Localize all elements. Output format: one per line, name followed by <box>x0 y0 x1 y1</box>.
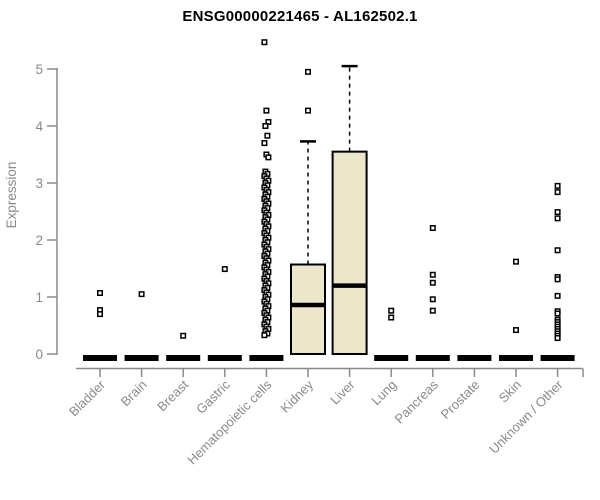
x-tick-label: Prostate <box>438 377 483 422</box>
outlier-point <box>221 266 228 273</box>
collapsed-box <box>124 355 159 361</box>
collapsed-box <box>374 355 409 361</box>
chart-title: ENSG00000221465 - AL162502.1 <box>182 8 418 25</box>
outlier-point <box>554 335 561 342</box>
x-tick-label: Liver <box>327 377 358 408</box>
outlier-point <box>262 123 269 129</box>
outlier-point <box>554 292 561 299</box>
outlier-point <box>263 107 270 114</box>
outlier-point <box>97 311 103 318</box>
outlier-point <box>180 332 187 339</box>
collapsed-box <box>540 355 575 361</box>
outlier-point <box>513 258 519 265</box>
outlier-point <box>554 276 561 283</box>
x-tick-label: Brain <box>118 377 150 409</box>
x-tick-label: Skin <box>496 377 524 405</box>
outlier-point <box>305 107 311 114</box>
y-tick-label: 0 <box>35 347 43 362</box>
x-tick-label: Pancreas <box>391 377 441 427</box>
collapsed-box <box>83 355 117 361</box>
collapsed-box <box>207 355 242 361</box>
outlier-point <box>138 291 145 298</box>
x-tick-label: Lung <box>368 377 399 408</box>
outlier-point <box>261 39 268 46</box>
y-tick-label: 2 <box>35 233 43 248</box>
outlier-point <box>261 140 268 147</box>
x-tick-label: Bladder <box>66 377 109 420</box>
outlier-point <box>265 154 272 161</box>
outlier-point <box>429 296 436 303</box>
outlier-point <box>554 189 561 196</box>
outlier-point <box>554 182 561 189</box>
collapsed-box <box>499 355 533 361</box>
box <box>331 150 368 355</box>
x-tick-label: Breast <box>154 377 191 414</box>
outlier-point <box>554 310 561 317</box>
collapsed-box <box>415 355 450 361</box>
x-tick-label: Unknown / Other <box>486 377 566 457</box>
collapsed-box <box>166 355 201 361</box>
outlier-point <box>554 215 561 222</box>
y-tick-label: 5 <box>35 62 43 77</box>
outlier-point <box>261 332 268 339</box>
outlier-point <box>388 314 395 321</box>
box <box>290 263 326 356</box>
outlier-point <box>388 307 395 314</box>
outlier-point <box>264 132 271 139</box>
y-tick-label: 4 <box>35 119 43 134</box>
y-tick-label: 3 <box>35 176 43 191</box>
outlier-point <box>429 307 436 314</box>
outlier-point <box>429 271 436 278</box>
outlier-point <box>513 327 519 334</box>
outlier-point <box>97 290 103 297</box>
outlier-point <box>554 209 561 216</box>
x-tick-label: Kidney <box>277 377 316 416</box>
outlier-point <box>305 68 311 75</box>
outlier-point <box>429 225 436 232</box>
collapsed-box <box>457 355 492 361</box>
collapsed-box <box>249 355 284 361</box>
y-tick-label: 1 <box>35 290 43 305</box>
outlier-point <box>429 279 436 286</box>
x-tick-label: Gastric <box>193 377 233 417</box>
outlier-point <box>554 247 561 254</box>
